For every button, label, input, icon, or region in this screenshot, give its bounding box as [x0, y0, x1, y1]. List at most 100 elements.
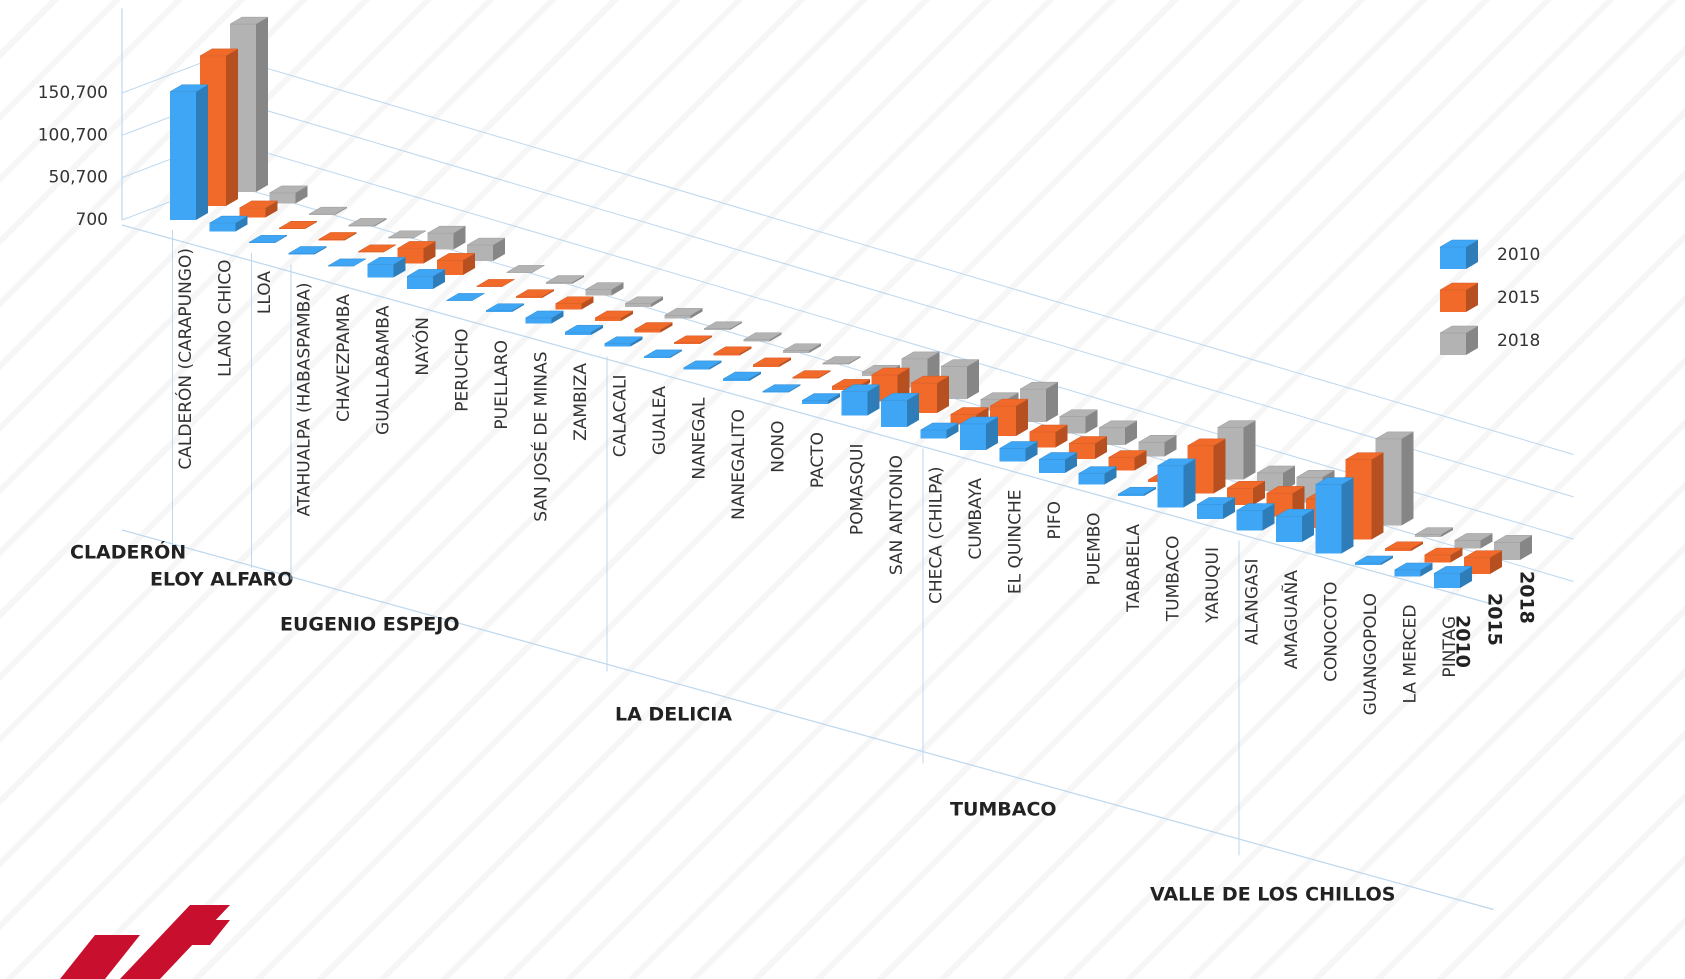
bar: [761, 384, 802, 393]
bar-top: [801, 393, 841, 401]
bar: [554, 296, 595, 310]
bar: [782, 343, 822, 353]
x-tick-label: LLANO CHICO: [216, 260, 236, 377]
bar: [1414, 527, 1454, 537]
bar-front: [595, 317, 621, 321]
bar-front: [743, 339, 770, 342]
bar-front: [407, 276, 433, 289]
bar-side: [1183, 458, 1196, 508]
bar-side: [1016, 399, 1028, 436]
bar-side: [1243, 420, 1256, 480]
bar-front: [170, 91, 196, 220]
x-tick-label: AMAGUAÑA: [1280, 570, 1302, 670]
bar-side: [1450, 548, 1463, 563]
bar-top: [603, 336, 644, 345]
bar-side: [295, 185, 308, 204]
bar-side: [1253, 481, 1265, 505]
bar-front: [585, 289, 612, 296]
group-label: CLADERÓN: [70, 540, 186, 564]
bar-side: [572, 275, 584, 284]
x-tick-label: LLOA: [255, 271, 275, 314]
bar-front: [674, 342, 700, 344]
bar-front: [723, 379, 749, 381]
legend-icon: [1439, 325, 1479, 355]
group-label: VALLE DE LOS CHILLOS: [1150, 884, 1395, 906]
bar-side: [1490, 550, 1502, 574]
bar-front: [832, 386, 858, 390]
bar-top: [1354, 555, 1394, 564]
bar-side: [700, 335, 712, 344]
bar: [959, 416, 999, 450]
bar-front: [920, 430, 947, 439]
bar-top: [545, 275, 585, 283]
bar-front: [1415, 534, 1441, 537]
series-axis-label: 2018: [1516, 571, 1538, 624]
bar-side: [739, 346, 752, 356]
bar: [880, 392, 920, 427]
bar-top: [475, 279, 516, 287]
bar-side: [226, 48, 238, 206]
bar-top: [208, 215, 249, 224]
bar-front: [1118, 494, 1144, 496]
bar-top: [1439, 239, 1479, 248]
series-axis-label: 2015: [1484, 593, 1506, 646]
legend-icon: [1439, 239, 1479, 269]
bar-top: [722, 371, 762, 380]
bar: [475, 279, 516, 287]
bar: [169, 84, 209, 220]
bar-side: [946, 423, 959, 439]
y-tick-label: 150,700: [38, 83, 108, 103]
bar-front: [1394, 569, 1421, 577]
bar-top: [998, 441, 1039, 449]
bar-side: [828, 393, 840, 404]
bar-top: [1038, 452, 1078, 460]
bar-front: [1424, 555, 1451, 563]
bar: [1453, 533, 1494, 549]
bar-front: [288, 253, 315, 255]
bar-side: [937, 376, 949, 413]
bar-top: [1384, 541, 1424, 550]
bar-top: [366, 257, 407, 265]
x-tick-label: NANEGAL: [690, 397, 710, 480]
bar-front: [1078, 473, 1105, 485]
bar: [643, 349, 683, 358]
bar-front: [1385, 548, 1411, 551]
bar-top: [594, 310, 634, 319]
bar-front: [792, 377, 819, 379]
bar-side: [867, 384, 880, 416]
bar-top: [1117, 486, 1157, 495]
bar-front: [279, 228, 305, 229]
bar-front: [269, 192, 296, 204]
bar-side: [779, 357, 791, 367]
bar-top: [229, 16, 269, 25]
bar: [1038, 452, 1078, 473]
bar-side: [1520, 535, 1532, 560]
bar-side: [1466, 283, 1478, 312]
bar-side: [265, 200, 278, 218]
bar-side: [1466, 326, 1478, 355]
bar-side: [1125, 420, 1137, 445]
bar: [515, 289, 555, 298]
bar: [1354, 555, 1394, 565]
bar-top: [1235, 503, 1276, 511]
group-label: TUMBACO: [950, 799, 1057, 821]
bar-side: [611, 282, 624, 296]
bar: [564, 324, 604, 335]
bar: [1433, 566, 1473, 588]
bar-top: [900, 351, 941, 360]
bar-side: [196, 84, 208, 220]
bar: [742, 332, 783, 342]
bar-front: [762, 391, 789, 393]
x-tick-label: CUMBAYA: [966, 478, 986, 560]
group-label: EUGENIO ESPEJO: [280, 614, 460, 636]
bar-top: [1439, 282, 1479, 291]
bar-side: [1085, 409, 1098, 434]
bar: [1275, 509, 1315, 542]
bar-side: [1025, 441, 1038, 462]
bar-front: [565, 332, 591, 335]
bar-side: [512, 303, 524, 312]
bar-front: [1276, 516, 1302, 542]
bar-top: [663, 308, 704, 316]
bar: [919, 422, 960, 439]
